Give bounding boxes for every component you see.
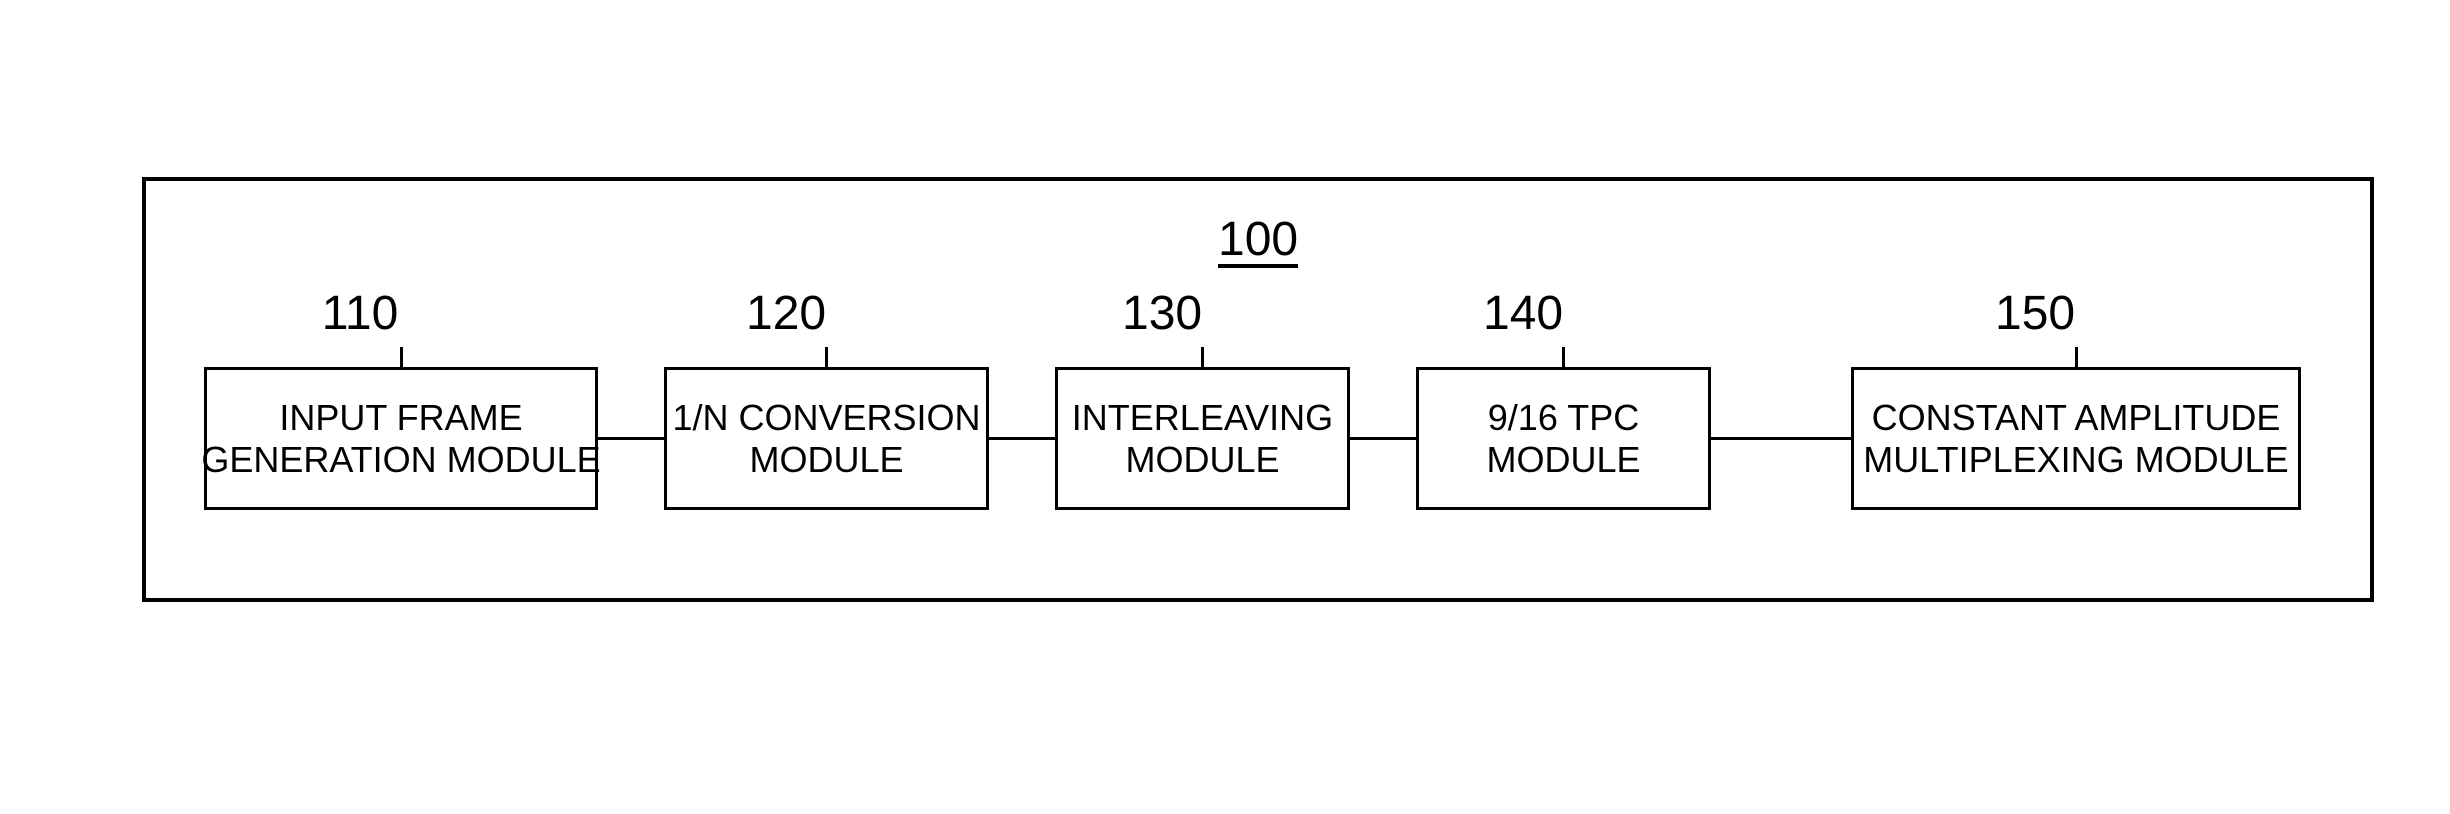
ref-tick-140 <box>1562 347 1565 367</box>
block-ref-120: 120 <box>746 286 826 341</box>
connector-130-140 <box>1350 437 1416 440</box>
block-1n-conversion: 1/N CONVERSION MODULE <box>664 367 989 510</box>
block-ref-110: 110 <box>320 286 400 341</box>
diagram-canvas: 100 110 120 130 140 150 INPUT FRAME GENE… <box>0 0 2450 814</box>
ref-tick-120 <box>825 347 828 367</box>
ref-tick-130 <box>1201 347 1204 367</box>
block-ref-150: 150 <box>1995 286 2075 341</box>
block-interleaving: INTERLEAVING MODULE <box>1055 367 1350 510</box>
ref-tick-150 <box>2075 347 2078 367</box>
container-ref-number: 100 <box>1218 212 1298 264</box>
connector-120-130 <box>989 437 1055 440</box>
ref-tick-110 <box>400 347 403 367</box>
block-constant-amplitude-mux: CONSTANT AMPLITUDE MULTIPLEXING MODULE <box>1851 367 2301 510</box>
block-ref-140: 140 <box>1483 286 1563 341</box>
connector-140-150 <box>1711 437 1851 440</box>
container-ref-underline <box>1218 264 1298 268</box>
block-9-16-tpc: 9/16 TPC MODULE <box>1416 367 1711 510</box>
connector-110-120 <box>598 437 664 440</box>
block-input-frame-generation: INPUT FRAME GENERATION MODULE <box>204 367 598 510</box>
block-ref-130: 130 <box>1122 286 1202 341</box>
